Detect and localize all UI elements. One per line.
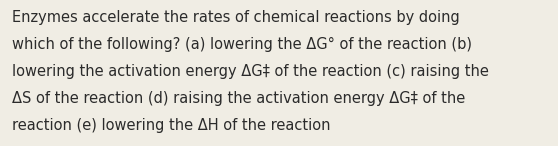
Text: which of the following? (a) lowering the ΔG° of the reaction (b): which of the following? (a) lowering the…: [12, 37, 472, 52]
Text: reaction (e) lowering the ΔH of the reaction: reaction (e) lowering the ΔH of the reac…: [12, 118, 331, 133]
Text: Enzymes accelerate the rates of chemical reactions by doing: Enzymes accelerate the rates of chemical…: [12, 10, 460, 25]
Text: lowering the activation energy ΔG‡ of the reaction (c) raising the: lowering the activation energy ΔG‡ of th…: [12, 64, 489, 79]
Text: ΔS of the reaction (d) raising the activation energy ΔG‡ of the: ΔS of the reaction (d) raising the activ…: [12, 91, 465, 106]
